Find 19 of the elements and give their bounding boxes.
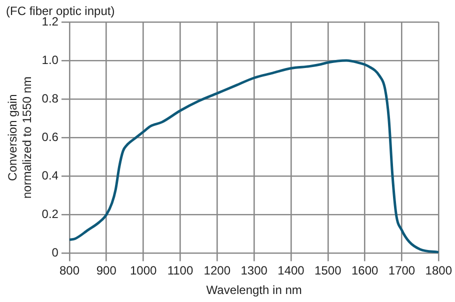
x-tick-label: 1800 bbox=[425, 264, 452, 278]
y-tick-label: 1.0 bbox=[42, 52, 59, 67]
x-tick-label: 900 bbox=[96, 264, 117, 278]
x-axis-title: Wavelength in nm bbox=[206, 283, 302, 298]
x-tick-label: 1300 bbox=[240, 264, 268, 278]
y-tick-label: 0 bbox=[52, 246, 59, 260]
y-tick-label: 0.8 bbox=[42, 91, 59, 106]
x-tick-label: 1000 bbox=[130, 264, 157, 278]
x-tick-label: 1500 bbox=[314, 264, 342, 278]
y-axis-title: Conversion gain normalized to 1550 nm bbox=[6, 76, 34, 199]
x-tick-label: 1600 bbox=[351, 264, 378, 278]
x-tick-label: 1700 bbox=[388, 264, 416, 278]
x-tick-label: 1100 bbox=[167, 264, 194, 278]
y-tick-label: 0.2 bbox=[42, 206, 59, 221]
x-tick-label: 1200 bbox=[204, 264, 231, 278]
x-tick-label: 1400 bbox=[278, 264, 305, 278]
y-tick-label: 0.6 bbox=[42, 130, 59, 144]
y-tick-label: 0.4 bbox=[42, 168, 59, 182]
x-tick-label: 800 bbox=[59, 264, 80, 278]
